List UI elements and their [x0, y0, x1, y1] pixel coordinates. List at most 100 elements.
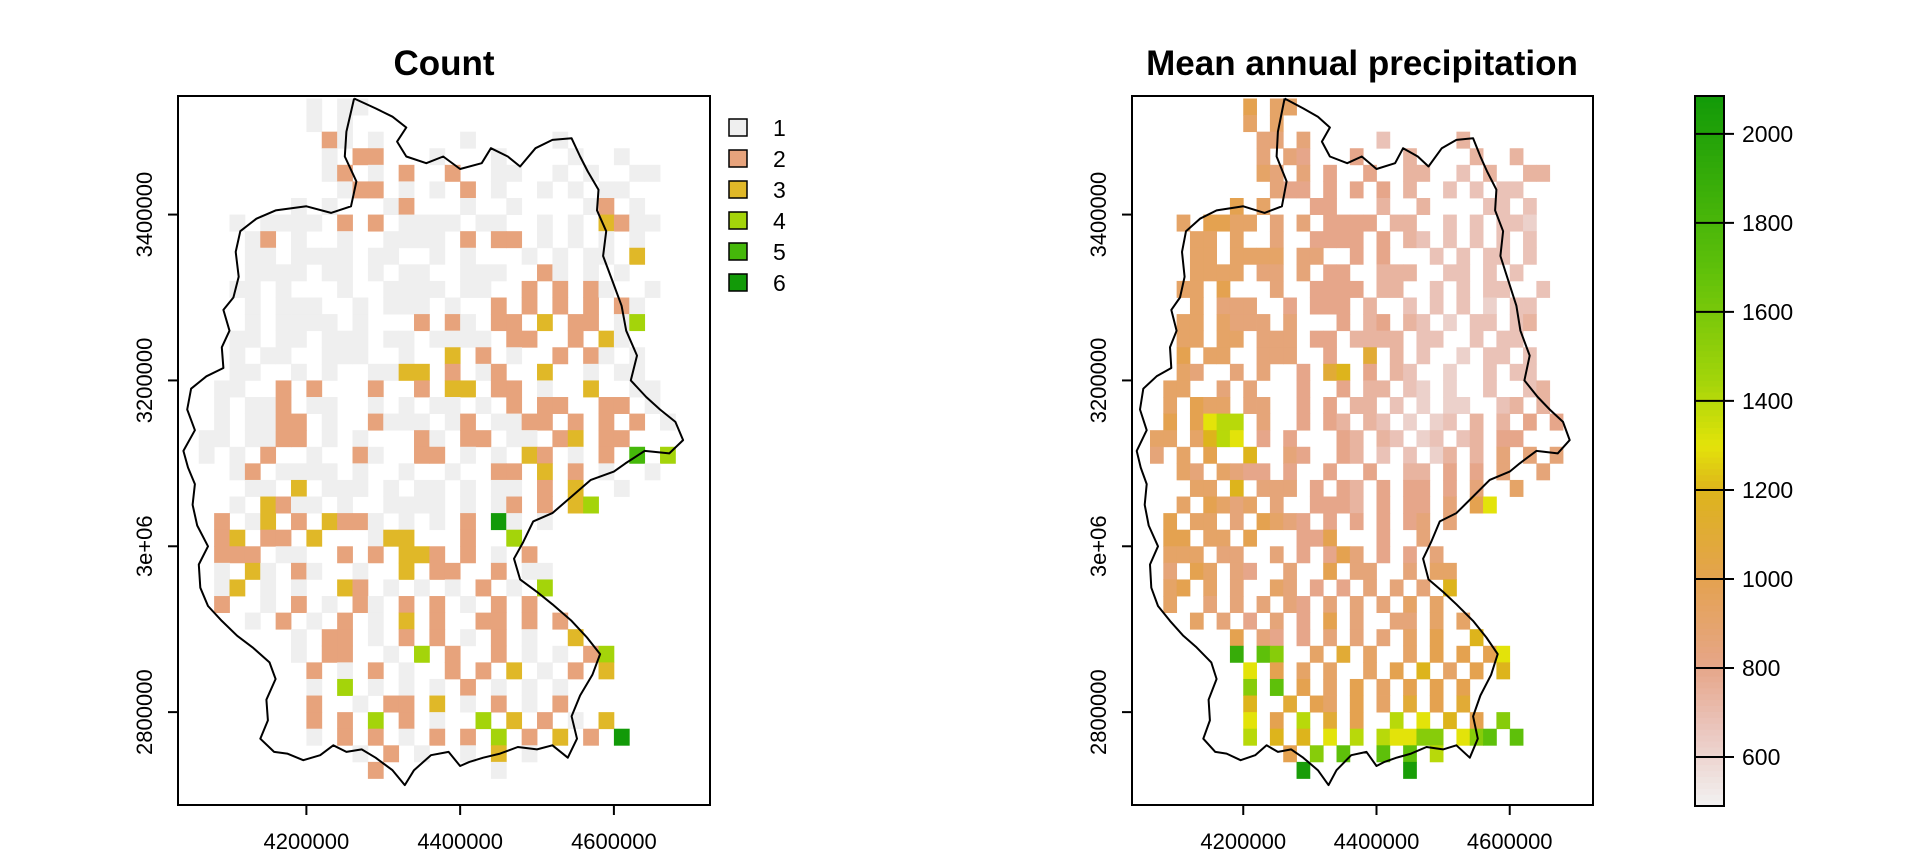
- raster-cell: [306, 695, 323, 713]
- raster-cell: [567, 214, 584, 232]
- raster-cell: [506, 413, 523, 431]
- raster-cell: [1416, 347, 1431, 365]
- raster-cell: [1216, 264, 1231, 282]
- raster-cell: [1443, 397, 1457, 414]
- raster-cell: [1456, 164, 1471, 182]
- raster-cell: [537, 463, 553, 481]
- raster-cell: [244, 297, 261, 315]
- raster-cell: [367, 363, 384, 381]
- raster-cell: [429, 479, 446, 497]
- raster-cell: [1336, 214, 1351, 232]
- legend-label: 5: [773, 239, 786, 265]
- raster-cell: [1376, 496, 1391, 514]
- raster-cell: [1243, 529, 1257, 547]
- raster-cell: [244, 413, 261, 431]
- raster-cell: [291, 629, 307, 647]
- raster-cell: [552, 728, 569, 746]
- raster-cell: [552, 347, 569, 365]
- colorbar-segment: [1695, 178, 1724, 186]
- raster-cell: [398, 678, 415, 696]
- raster-cell: [1296, 612, 1311, 630]
- raster-cell: [613, 397, 630, 414]
- panel-title-precipitation: Mean annual precipitation: [1146, 44, 1578, 83]
- raster-cell: [1229, 330, 1244, 348]
- raster-cell: [414, 479, 430, 497]
- raster-cell: [1389, 662, 1404, 680]
- raster-cell: [1149, 430, 1164, 448]
- raster-cell: [1496, 347, 1511, 365]
- colorbar-segment: [1695, 297, 1724, 304]
- colorbar-segment: [1695, 409, 1724, 417]
- raster-cell: [444, 347, 461, 365]
- raster-cell: [1509, 430, 1524, 448]
- raster-cell: [613, 314, 630, 332]
- colorbar-segment: [1695, 752, 1724, 760]
- raster-cell: [1229, 363, 1244, 381]
- raster-cell: [1256, 131, 1271, 149]
- raster-cell: [583, 198, 599, 215]
- raster-cell: [1403, 446, 1417, 464]
- raster-cell: [1256, 413, 1271, 431]
- raster-cell: [1483, 728, 1497, 746]
- raster-cell: [398, 164, 415, 182]
- raster-cell: [244, 247, 261, 265]
- raster-cell: [398, 562, 415, 580]
- raster-cell: [1429, 280, 1444, 298]
- raster-cell: [244, 430, 261, 448]
- raster-cell: [1189, 413, 1204, 431]
- raster-cell: [352, 513, 369, 531]
- raster-cell: [460, 413, 476, 431]
- raster-cell: [506, 712, 523, 730]
- raster-cell: [1229, 513, 1244, 531]
- raster-cell: [1363, 347, 1377, 365]
- raster-cell: [1456, 430, 1471, 448]
- raster-cell: [1483, 264, 1497, 282]
- raster-cell: [1483, 280, 1497, 298]
- raster-cell: [321, 164, 338, 182]
- raster-cell: [1269, 728, 1284, 746]
- raster-cell: [1429, 629, 1444, 647]
- raster-cell: [1269, 513, 1284, 531]
- raster-cell: [1363, 363, 1377, 381]
- raster-cell: [1429, 562, 1444, 580]
- raster-cell: [1429, 596, 1444, 614]
- raster-cell: [537, 579, 553, 597]
- colorbar-segment: [1695, 285, 1724, 292]
- raster-cell: [337, 579, 353, 597]
- x-tick-label: 4400000: [1334, 829, 1420, 854]
- raster-cell: [460, 330, 476, 348]
- raster-cell: [244, 562, 261, 580]
- colorbar-segment: [1695, 628, 1724, 636]
- raster-cell: [598, 662, 615, 680]
- raster-cell: [306, 529, 323, 547]
- colorbar-segment: [1695, 516, 1724, 523]
- raster-cell: [1269, 98, 1284, 116]
- raster-cell: [1363, 463, 1377, 481]
- raster-cell: [1363, 662, 1377, 680]
- raster-cell: [537, 662, 553, 680]
- raster-cell: [1163, 513, 1178, 531]
- raster-cell: [521, 612, 538, 630]
- raster-cell: [1216, 463, 1231, 481]
- colorbar-segment: [1695, 522, 1724, 529]
- raster-cell: [337, 546, 353, 564]
- raster-cell: [429, 695, 446, 713]
- raster-cell: [1483, 347, 1497, 365]
- raster-cell: [1376, 198, 1391, 215]
- raster-cell: [367, 728, 384, 746]
- raster-cell: [1269, 678, 1284, 696]
- raster-cell: [1323, 695, 1337, 713]
- raster-cell: [444, 297, 461, 315]
- raster-cell: [490, 231, 507, 249]
- raster-cell: [244, 479, 261, 497]
- raster-cell: [1309, 330, 1324, 348]
- raster-cell: [414, 430, 430, 448]
- raster-cell: [367, 596, 384, 614]
- raster-cell: [613, 430, 630, 448]
- raster-cell: [1309, 231, 1324, 249]
- raster-cell: [460, 181, 476, 199]
- raster-cell: [352, 479, 369, 497]
- raster-cell: [306, 247, 323, 265]
- raster-cell: [613, 479, 630, 497]
